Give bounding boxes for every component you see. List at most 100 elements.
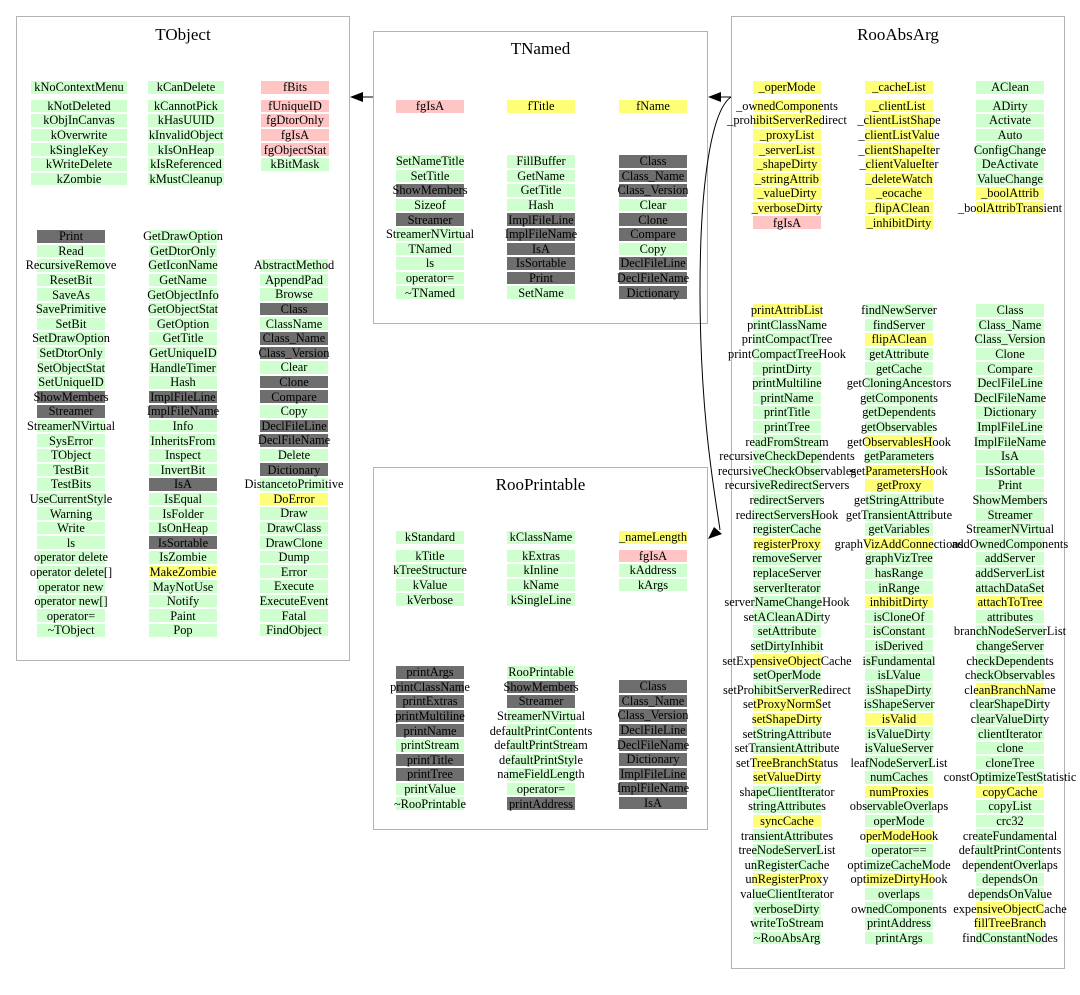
class-member-item: Info — [149, 419, 217, 434]
member-label: kWriteDelete — [45, 157, 113, 172]
class-member-item: StreamerNVirtual — [27, 419, 115, 434]
member-highlight — [507, 753, 575, 767]
member-label: fgIsA — [638, 548, 668, 563]
class-member-item: SetObjectStat — [37, 360, 105, 375]
member-highlight — [864, 712, 933, 726]
member-highlight — [260, 317, 328, 330]
member-label: printArgs — [875, 930, 923, 945]
class-member-item: StreamerNVirtual — [966, 522, 1054, 537]
member-label: DeclFileLine — [620, 256, 686, 271]
class-member-item: Paint — [148, 608, 217, 623]
member-highlight — [865, 420, 933, 434]
member-label: Write — [57, 521, 85, 536]
member-highlight — [148, 434, 217, 447]
member-label: Delete — [277, 448, 311, 463]
member-highlight — [148, 273, 217, 287]
class-member-item: ShowMembers — [392, 183, 467, 198]
member-highlight — [37, 302, 105, 316]
member-label: printTree — [764, 420, 810, 435]
class-member-item: Write — [37, 521, 105, 536]
class-member-item: fUniqueID — [261, 99, 329, 114]
member-label: fBits — [282, 80, 308, 95]
class-member-item: ImplFileName — [974, 434, 1046, 449]
member-label: kCannotPick — [153, 98, 219, 113]
member-label: DrawClass — [266, 520, 322, 535]
member-label: replaceServer — [752, 565, 822, 580]
class-member-item: ~RooAbsArg — [753, 931, 821, 946]
member-label: findConstantNodes — [962, 930, 1058, 945]
member-highlight — [752, 902, 821, 915]
member-label: removeServer — [752, 551, 822, 566]
member-highlight — [975, 610, 1044, 624]
member-label: _clientListValue — [858, 128, 940, 143]
member-highlight — [976, 683, 1044, 697]
member-label: GetObjectInfo — [147, 287, 219, 302]
member-label: Auto — [997, 128, 1023, 143]
member-highlight — [395, 593, 464, 606]
class-member-item: setAttribute — [753, 624, 821, 639]
class-member-item: StreamerNVirtual — [497, 709, 585, 724]
class-member-item: Print — [975, 478, 1044, 493]
class-member-item: TNamed — [395, 242, 464, 257]
member-highlight — [618, 213, 687, 226]
member-highlight — [864, 201, 933, 215]
member-highlight — [864, 639, 933, 653]
member-highlight — [865, 610, 933, 624]
member-highlight — [149, 405, 217, 418]
member-label: attachDataSet — [975, 580, 1045, 595]
member-label: Copy — [639, 241, 667, 256]
class-member-item: Activate — [975, 113, 1044, 128]
class-member-item: operator new — [37, 579, 105, 594]
class-member-item: getAttribute — [865, 347, 933, 362]
class-member-item: _boolAttribTransient — [958, 201, 1062, 216]
member-label: printClassName — [747, 317, 827, 332]
class-member-item: DistancetoPrimitive — [244, 477, 343, 492]
class-member-item: Class_Version — [259, 346, 330, 361]
class-box-tnamed: TNamed fgIsA fTitle fName SetNameTitle Se… — [373, 31, 708, 324]
member-label: getParametersHook — [850, 463, 948, 478]
member-label: kStandard — [404, 530, 456, 545]
class-member-item: serverIterator — [752, 580, 821, 595]
member-label: operMode — [873, 814, 925, 829]
member-label: operator= — [516, 782, 566, 797]
member-label: Compare — [630, 227, 676, 242]
member-label: printArgs — [406, 665, 454, 680]
member-label: printName — [760, 390, 814, 405]
member-highlight — [396, 271, 464, 285]
member-highlight — [31, 172, 127, 186]
class-member-item: unRegisterProxy — [745, 872, 828, 887]
member-highlight — [31, 114, 127, 127]
class-member-item: printValue — [396, 782, 464, 797]
member-highlight — [37, 259, 105, 272]
class-member-item: dependentOverlaps — [962, 858, 1058, 873]
member-highlight — [865, 508, 933, 521]
member-highlight — [752, 128, 821, 142]
class-member-item: copyList — [976, 799, 1044, 814]
member-highlight — [396, 666, 464, 679]
member-highlight — [619, 549, 687, 563]
member-highlight — [396, 100, 464, 113]
member-highlight — [395, 257, 464, 270]
member-label: StreamerNVirtual — [26, 419, 116, 434]
class-member-item: _clientShapeIter — [858, 142, 939, 157]
member-highlight — [975, 552, 1044, 565]
member-label: setDirtyInhibit — [750, 638, 824, 653]
member-label: kOverwrite — [50, 128, 108, 143]
class-member-item: _valueDirty — [753, 186, 821, 201]
class-member-item: checkObservables — [965, 668, 1055, 683]
member-highlight — [507, 724, 575, 737]
member-label: Clone — [995, 347, 1025, 362]
class-member-item: getParameters — [864, 449, 934, 464]
member-highlight — [976, 712, 1044, 726]
member-label: SetDrawOption — [32, 331, 110, 346]
member-label: SetDtorOnly — [39, 346, 103, 361]
member-label: setShapeDirty — [751, 711, 823, 726]
class-member-item: GetDtorOnly — [148, 244, 217, 259]
class-member-item: isValueServer — [865, 741, 934, 756]
member-highlight — [261, 143, 329, 156]
class-member-item: getStringAttribute — [854, 493, 944, 508]
member-highlight — [865, 814, 933, 828]
member-highlight — [36, 230, 105, 243]
class-member-item: ~TNamed — [396, 285, 464, 300]
member-highlight — [36, 478, 105, 491]
